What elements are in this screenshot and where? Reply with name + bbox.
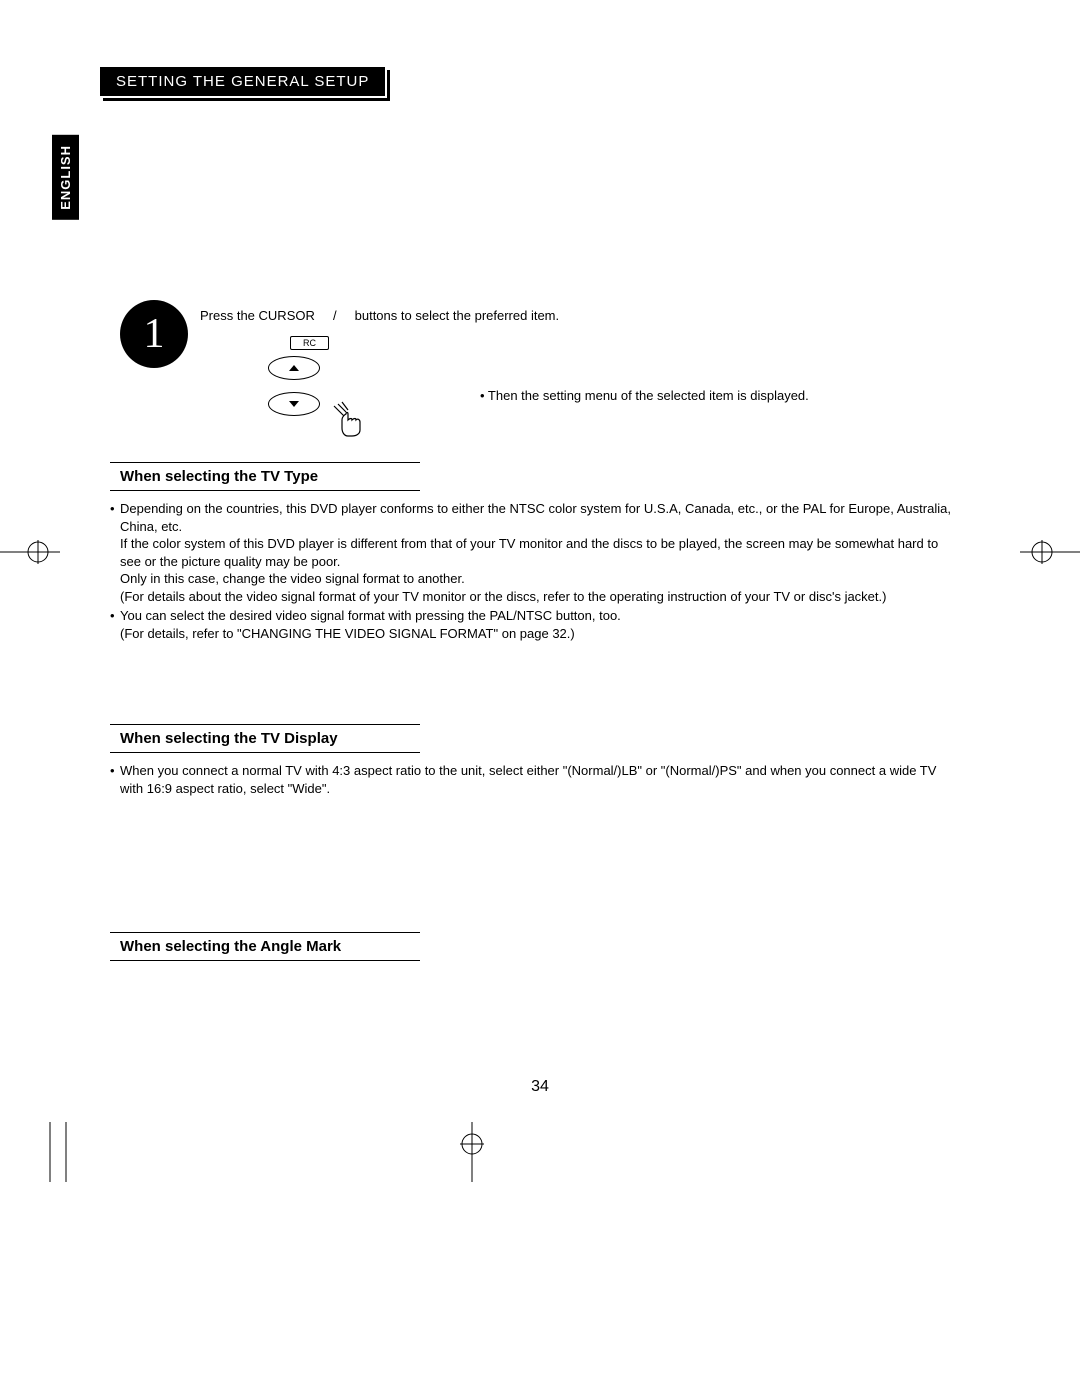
crop-mark-left-icon [0,532,60,572]
cursor-up-icon [268,356,320,380]
tv-type-body: • Depending on the countries, this DVD p… [110,500,960,644]
page-title: SETTING THE GENERAL SETUP [100,67,387,98]
step-instruction-suffix: buttons to select the preferred item. [355,308,560,323]
tv-type-p2a: (For details, refer to "CHANGING THE VID… [120,626,575,641]
step-result-text: • Then the setting menu of the selected … [480,388,809,403]
tv-type-p1b: Only in this case, change the video sign… [120,571,465,586]
step-instruction: Press the CURSOR / buttons to select the… [200,308,559,323]
cursor-buttons-graphic [268,356,320,428]
rc-label: RC [290,336,329,350]
tv-display-p1: When you connect a normal TV with 4:3 as… [120,762,960,797]
crop-mark-right-icon [1020,532,1080,572]
crop-mark-bottom-left-icon [40,1122,80,1182]
step-instruction-sep: / [333,308,337,323]
step-instruction-prefix: Press the CURSOR [200,308,315,323]
section-heading-angle-mark: When selecting the Angle Mark [110,932,420,961]
tv-display-body: • When you connect a normal TV with 4:3 … [110,762,960,799]
tv-type-p1a: If the color system of this DVD player i… [120,536,938,569]
step-number-badge: 1 [120,300,188,368]
cursor-down-icon [268,392,320,416]
crop-mark-bottom-center-icon [452,1122,492,1182]
tv-type-p1: Depending on the countries, this DVD pla… [120,501,951,534]
language-tab: ENGLISH [52,135,79,220]
section-heading-tv-type: When selecting the TV Type [110,462,420,491]
hand-pointer-icon [328,400,368,445]
section-heading-tv-display: When selecting the TV Display [110,724,420,753]
tv-type-p1c: (For details about the video signal form… [120,589,886,604]
tv-type-p2: You can select the desired video signal … [120,608,621,623]
page-number: 34 [0,1078,1080,1096]
